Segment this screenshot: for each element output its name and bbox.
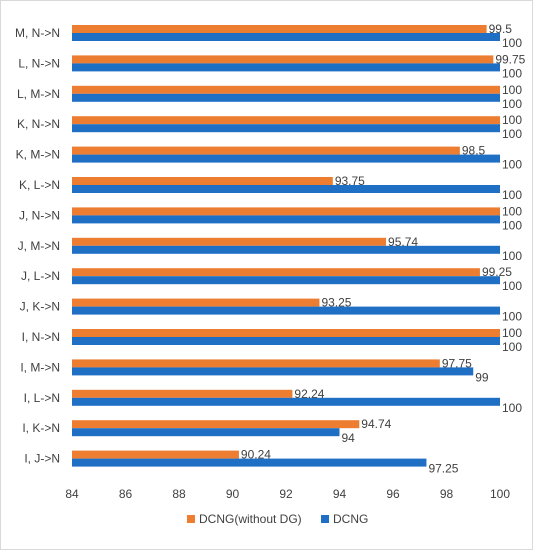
category-label: K, M->N [16, 148, 60, 162]
bar-dcng-without-dg [72, 177, 333, 185]
data-label-dcng: 94 [342, 431, 356, 445]
legend-swatch [321, 515, 329, 523]
data-label-dcng-without-dg: 90.24 [241, 448, 271, 462]
data-label-dcng: 100 [502, 249, 522, 263]
data-label-dcng: 100 [502, 279, 522, 293]
data-label-dcng-without-dg: 100 [502, 204, 522, 218]
bar-dcng-without-dg [72, 207, 500, 216]
category-label: K, L->N [19, 178, 60, 192]
category-label: I, N->N [22, 330, 60, 344]
data-label-dcng: 100 [502, 340, 522, 354]
bar-dcng [72, 245, 500, 254]
data-label-dcng-without-dg: 100 [502, 326, 522, 340]
data-label-dcng-without-dg: 97.75 [442, 356, 472, 370]
data-label-dcng-without-dg: 100 [502, 113, 522, 127]
category-label: J, L->N [21, 269, 60, 283]
bar-dcng [72, 185, 500, 193]
bar-dcng-without-dg [72, 450, 239, 459]
bar-dcng [72, 33, 500, 41]
bar-dcng-without-dg [72, 116, 500, 125]
x-axis: 84 86 88 90 92 94 96 98 100 [65, 487, 510, 501]
data-label-dcng-without-dg: 93.25 [321, 296, 351, 310]
legend-label: DCNG(without DG) [199, 512, 302, 526]
category-label: K, N->N [17, 117, 60, 131]
legend-label: DCNG [333, 512, 368, 526]
data-label-dcng: 100 [502, 127, 522, 141]
data-label-dcng-without-dg: 94.74 [361, 417, 391, 431]
data-label-dcng: 100 [502, 36, 522, 50]
bar-dcng [72, 154, 500, 163]
x-tick-label: 94 [333, 487, 347, 501]
bar-dcng [72, 63, 500, 72]
category-label: L, N->N [18, 56, 60, 70]
category-label: M, N->N [15, 26, 60, 40]
category-labels: M, N->N L, N->N L, M->N K, N->N K, M->N K, L-… [15, 26, 60, 466]
category-label: I, J->N [24, 452, 60, 466]
data-label-dcng: 100 [502, 310, 522, 324]
x-tick-label: 98 [440, 487, 454, 501]
data-label-dcng-without-dg: 99.25 [482, 265, 512, 279]
bar-dcng-without-dg [72, 298, 320, 307]
bar-dcng [72, 93, 500, 102]
category-label: J, N->N [19, 208, 60, 222]
data-label-dcng: 100 [502, 97, 522, 111]
data-label-dcng-without-dg: 100 [502, 83, 522, 97]
bars-group [72, 25, 500, 467]
bar-dcng-without-dg [72, 359, 440, 368]
category-label: L, M->N [17, 87, 60, 101]
data-label-dcng: 100 [502, 188, 522, 202]
category-label: I, L->N [24, 391, 60, 405]
x-tick-label: 90 [226, 487, 240, 501]
legend: DCNG(without DG) DCNG [187, 512, 368, 526]
bar-dcng [72, 306, 500, 315]
category-label: I, K->N [22, 421, 60, 435]
bar-dcng [72, 215, 500, 224]
data-label-dcng: 100 [502, 66, 522, 80]
category-label: J, M->N [18, 239, 60, 253]
x-tick-label: 92 [279, 487, 293, 501]
bar-dcng-without-dg [72, 25, 487, 33]
data-label-dcng-without-dg: 98.5 [462, 144, 486, 158]
data-label-dcng-without-dg: 93.75 [335, 174, 365, 188]
data-label-dcng: 100 [502, 158, 522, 172]
data-label-dcng-without-dg: 95.74 [388, 235, 418, 249]
bar-dcng-without-dg [72, 329, 500, 337]
bar-dcng-without-dg [72, 389, 293, 398]
category-label: I, M->N [20, 360, 60, 374]
x-tick-label: 86 [119, 487, 133, 501]
x-tick-label: 100 [490, 487, 510, 501]
data-labels: 99.510099.7510010010010010098.510093.751… [241, 22, 526, 476]
x-tick-label: 84 [65, 487, 79, 501]
data-label-dcng: 97.25 [428, 462, 458, 476]
bar-dcng [72, 458, 427, 467]
x-tick-label: 88 [172, 487, 186, 501]
data-label-dcng: 100 [502, 401, 522, 415]
data-label-dcng: 100 [502, 218, 522, 232]
x-tick-label: 96 [386, 487, 400, 501]
data-label-dcng-without-dg: 92.24 [294, 387, 324, 401]
category-label: J, K->N [20, 300, 60, 314]
bar-dcng-without-dg [72, 55, 494, 64]
legend-swatch [187, 515, 195, 523]
bar-dcng [72, 337, 500, 345]
bar-dcng-without-dg [72, 85, 500, 94]
bar-dcng-without-dg [72, 146, 460, 155]
data-label-dcng-without-dg: 99.5 [489, 22, 513, 36]
bar-dcng [72, 367, 474, 376]
bar-dcng-without-dg [72, 268, 480, 277]
data-label-dcng: 99 [475, 370, 489, 384]
bar-dcng [72, 276, 500, 285]
bar-dcng-without-dg [72, 237, 387, 246]
data-label-dcng-without-dg: 99.75 [495, 52, 525, 66]
bar-dcng [72, 397, 500, 406]
bar-dcng [72, 124, 500, 133]
bar-dcng-without-dg [72, 420, 360, 429]
bar-dcng [72, 428, 340, 437]
